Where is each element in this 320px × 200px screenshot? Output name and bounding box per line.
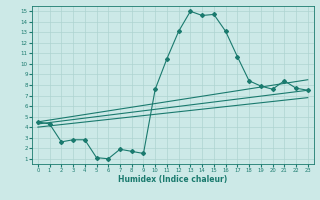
X-axis label: Humidex (Indice chaleur): Humidex (Indice chaleur) <box>118 175 228 184</box>
